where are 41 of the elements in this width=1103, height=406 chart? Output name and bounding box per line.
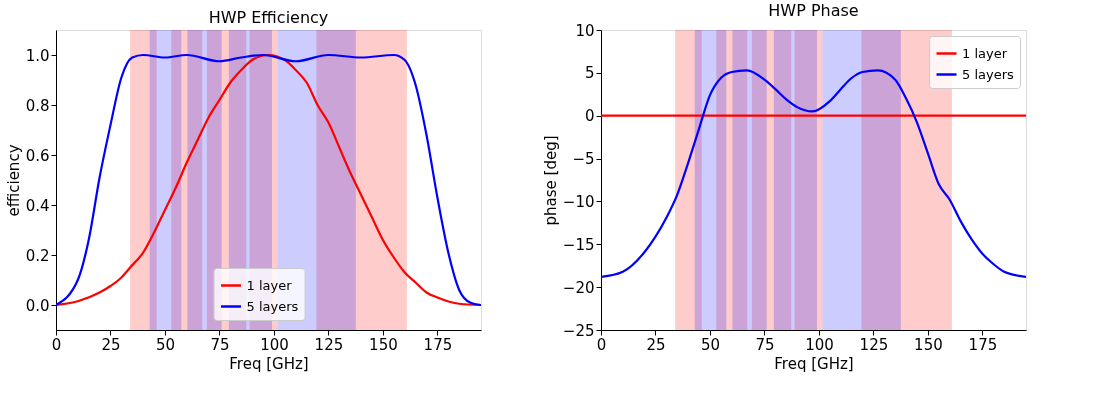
y-tick-label: −25 [562,321,595,340]
y-tick-label: −15 [562,235,595,254]
x-tick-label: 25 [646,335,666,354]
y-tick-label: 0.6 [25,146,50,165]
legend-label: 5 layers [962,66,1015,82]
x-tick-label: 100 [260,335,289,354]
y-tick-label: 10 [575,21,595,40]
y-tick-label: −10 [562,192,595,211]
y-tick-label: 0.4 [25,196,50,215]
y-tick-label: 0 [584,107,595,126]
x-axis-title: Freq [GHz] [774,354,854,373]
y-axis-title: phase [deg] [541,135,560,226]
x-tick-label: 150 [369,335,398,354]
y-tick-label: 0.2 [25,246,50,265]
legend-label: 5 layers [246,298,299,314]
legend-label: 1 layer [962,45,1008,61]
y-axis-title: efficiency [4,144,23,217]
x-tick-label: 0 [596,335,607,354]
y-tick-label: 5 [584,64,595,83]
x-tick-label: 100 [805,335,834,354]
x-tick-label: 125 [314,335,344,354]
x-tick-label: 0 [51,335,62,354]
x-tick-label: 75 [755,335,775,354]
x-tick-label: 125 [859,335,889,354]
legend-label: 1 layer [246,277,293,293]
chart-title: HWP Phase [768,1,859,20]
chart-title: HWP Efficiency [208,8,329,27]
x-axis-title: Freq [GHz] [229,354,309,373]
x-tick-label: 150 [914,335,943,354]
y-tick-label: 0.0 [25,296,50,315]
y-tick-label: 0.8 [25,96,50,115]
y-tick-label: 1.0 [25,46,50,65]
y-tick-label: −20 [562,278,595,297]
line-series [601,69,1026,278]
x-tick-label: 25 [101,335,121,354]
x-tick-label: 175 [968,335,998,354]
x-tick-label: 175 [423,335,453,354]
x-tick-label: 75 [210,335,230,354]
x-tick-label: 50 [700,335,721,354]
x-tick-label: 50 [155,335,176,354]
y-tick-label: −5 [572,150,595,169]
